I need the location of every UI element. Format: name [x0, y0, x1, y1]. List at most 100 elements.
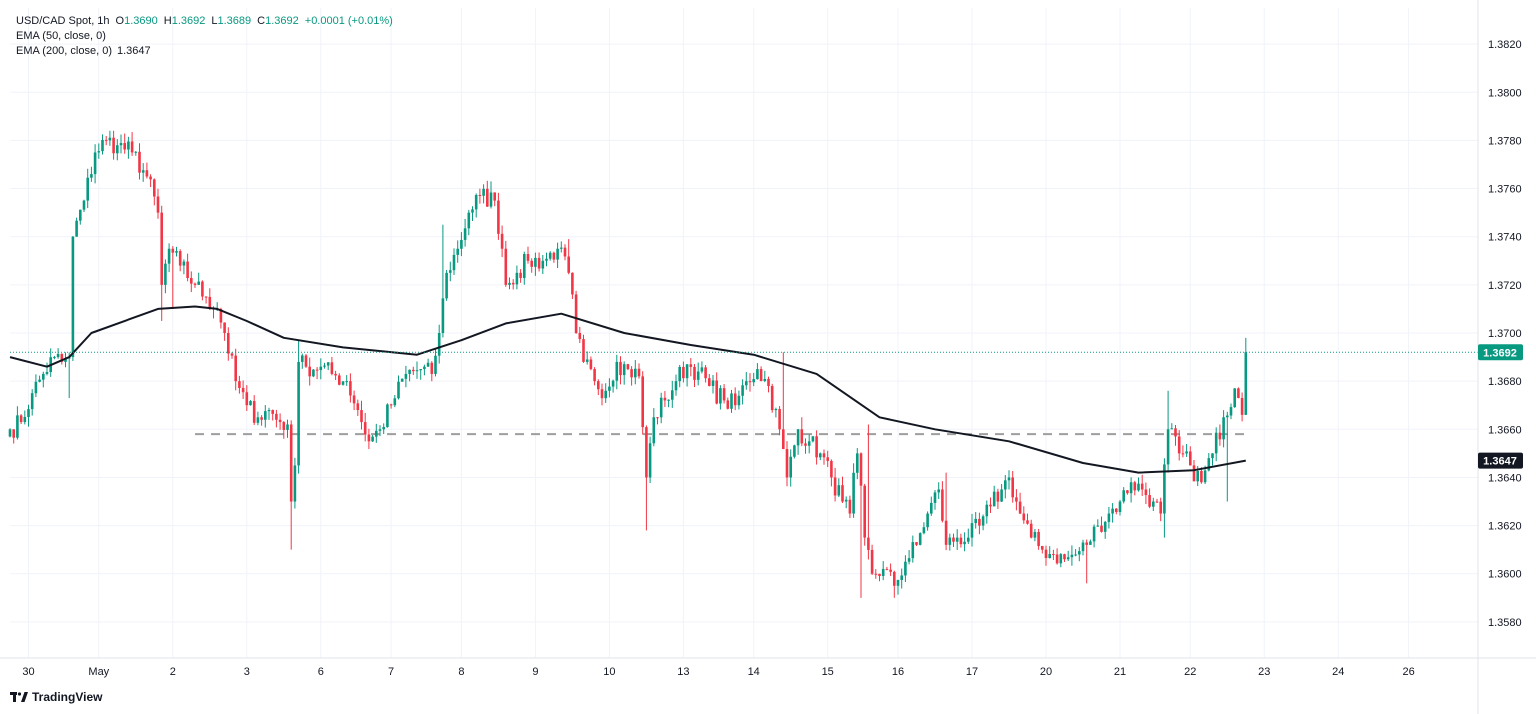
candle-body: [386, 404, 389, 428]
candle-body: [412, 369, 415, 372]
candle-body: [967, 537, 970, 542]
candle-body: [1214, 432, 1218, 454]
candle-body: [704, 367, 707, 379]
tradingview-logo[interactable]: TradingView: [10, 690, 102, 704]
candle-body: [996, 491, 1000, 502]
candle-body: [471, 209, 474, 213]
candle-body: [526, 254, 530, 261]
candle-body: [193, 283, 197, 285]
candle-body: [1059, 554, 1063, 564]
candle-body: [1111, 508, 1114, 514]
candle-body: [870, 549, 874, 574]
candle-body: [804, 443, 807, 446]
time-axis: 30 May 2 3 6 7 8 9 10 13 14 15 16 17 20 21 22 23 24 26: [0, 657, 1536, 678]
candle-body: [756, 369, 759, 380]
candle-body: [330, 362, 334, 374]
y-tick-label: 1.3800: [1488, 87, 1522, 99]
candle-body: [1103, 521, 1107, 532]
candle-body: [282, 422, 286, 430]
candle-body: [770, 385, 774, 411]
candle-body: [630, 369, 633, 378]
candle-body: [130, 141, 134, 153]
candle-body: [907, 558, 911, 562]
candle-body: [715, 380, 718, 404]
candle-body: [785, 449, 789, 478]
legend-low-value: 1.3689: [217, 15, 252, 27]
candle-body: [371, 436, 374, 442]
candle-body: [567, 256, 570, 273]
candle-body: [904, 561, 907, 576]
candle-body: [456, 248, 459, 255]
candle-body: [286, 424, 289, 430]
candle-body: [741, 385, 744, 396]
candle-body: [863, 485, 866, 538]
candle-body: [23, 417, 27, 423]
candle-body: [149, 176, 152, 180]
candle-body: [123, 143, 126, 150]
candle-body: [1203, 470, 1207, 483]
legend-ema50-row: EMA (50, close, 0): [16, 29, 393, 44]
candle-body: [234, 355, 237, 382]
candle-body: [811, 436, 815, 442]
candle-body: [915, 542, 918, 545]
candle-body: [833, 477, 837, 496]
candle-body: [774, 409, 778, 411]
candle-body: [30, 393, 34, 410]
candle-body: [807, 441, 811, 446]
candle-body: [230, 353, 234, 356]
candle-body: [1015, 497, 1018, 502]
candle-body: [93, 152, 97, 175]
candle-body: [948, 537, 952, 545]
x-tick-label: 13: [677, 666, 689, 678]
x-tick-label: 2: [170, 666, 176, 678]
candle-body: [767, 378, 770, 386]
candle-body: [260, 417, 263, 420]
x-tick-label: 20: [1040, 666, 1052, 678]
candle-body: [204, 296, 208, 298]
candle-body: [178, 251, 182, 266]
candle-body: [874, 573, 878, 575]
legend-high-value: 1.3692: [171, 15, 206, 27]
candle-body: [1170, 428, 1174, 430]
candle-body: [60, 353, 64, 362]
candle-body: [271, 410, 274, 414]
candle-body: [71, 236, 75, 358]
candle-body: [201, 281, 204, 297]
candle-body: [560, 247, 563, 249]
candle-body: [423, 366, 426, 370]
candle-body: [497, 200, 500, 234]
legend-low-label: L: [211, 15, 218, 27]
chart-legend: USD/CAD Spot, 1h O1.3690 H1.3692 L1.3689 C1.…: [16, 14, 393, 59]
candle-body: [349, 381, 352, 396]
candle-body: [896, 579, 900, 586]
candle-body: [548, 252, 552, 259]
candle-body: [659, 397, 663, 418]
x-tick-label: 23: [1258, 666, 1270, 678]
candle-body: [508, 282, 511, 285]
candle-body: [345, 381, 348, 383]
candle-body: [696, 371, 700, 380]
candle-body: [275, 413, 278, 420]
candle-body: [375, 430, 378, 437]
candle-body: [1229, 407, 1233, 416]
candle-body: [312, 369, 315, 377]
candle-body: [1004, 480, 1007, 490]
y-tick-label: 1.3700: [1488, 328, 1522, 340]
candle-body: [719, 388, 722, 404]
candle-body: [249, 401, 252, 406]
candle-body: [186, 261, 189, 278]
candle-body: [748, 381, 752, 383]
candle-body: [974, 518, 977, 524]
candle-body: [127, 141, 130, 150]
y-tick-label: 1.3760: [1488, 184, 1522, 196]
y-tick-label: 1.3600: [1488, 569, 1522, 581]
candle-body: [12, 429, 15, 438]
y-tick-label: 1.3720: [1488, 280, 1522, 292]
candle-body: [108, 137, 112, 141]
candle-body: [426, 362, 430, 367]
ema-200-path: [9, 305, 1246, 474]
candle-body: [1166, 429, 1170, 465]
x-tick-label: 24: [1332, 666, 1344, 678]
y-tick-label: 1.3660: [1488, 424, 1522, 436]
